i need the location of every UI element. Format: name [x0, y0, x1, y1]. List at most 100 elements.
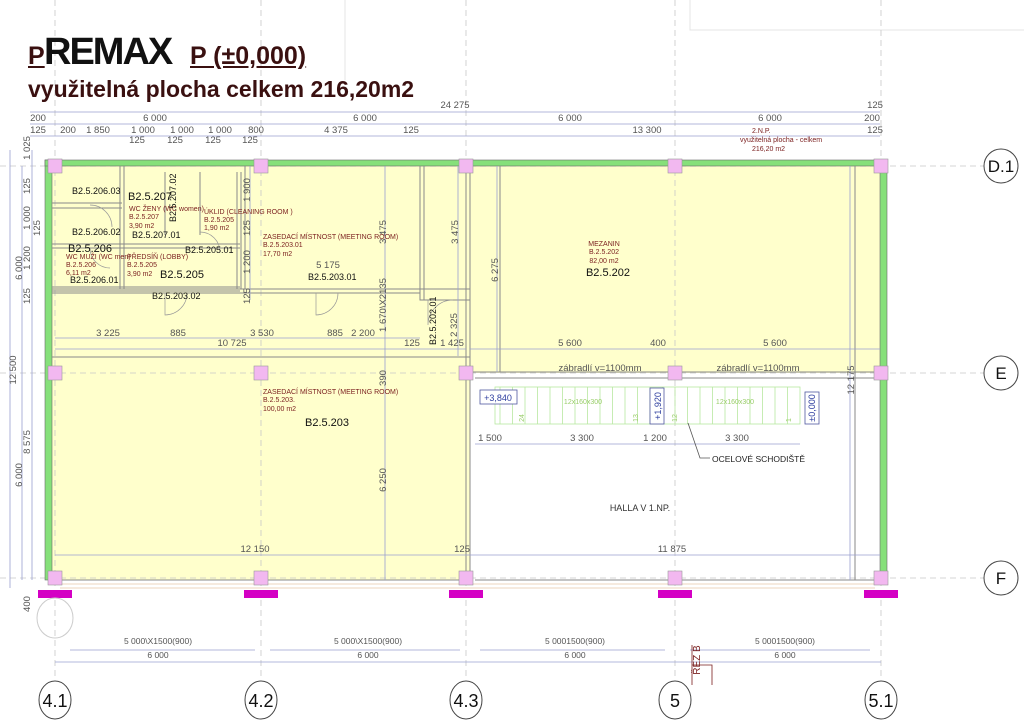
- column: [253, 570, 269, 586]
- dimension-label: 6 000: [143, 113, 167, 124]
- columns: [38, 158, 898, 598]
- room-code: B2.5.207.01: [132, 230, 181, 240]
- axis-bubble: [244, 680, 278, 720]
- floor-note: využitelná plocha - celkem: [740, 137, 822, 144]
- dimension-label: 5 600: [763, 338, 787, 349]
- dimension-label: 5 175: [316, 260, 340, 271]
- dimension-label: 400: [650, 338, 666, 349]
- dimension-label: 5 600: [558, 338, 582, 349]
- dimension-label: 3 475: [450, 220, 461, 244]
- room-code: B2.5.206: [68, 243, 112, 255]
- dimension-label: 125: [242, 288, 253, 304]
- dimension-label: 6 000: [357, 650, 379, 660]
- title-suffix: P (±0,000): [190, 42, 307, 70]
- room-code: B2.5.207: [128, 191, 172, 203]
- railing-label: zábradlí v=1100mm: [717, 363, 800, 374]
- room-code: B2.5.206.03: [72, 186, 121, 196]
- dimension-label: 125: [404, 338, 420, 349]
- room-area: 17,70 m2: [263, 251, 292, 258]
- dimension-label: 1 425: [440, 338, 464, 349]
- column: [458, 365, 474, 381]
- level-mark: ±0,000: [807, 394, 817, 421]
- column: [47, 158, 63, 174]
- room-name: MEZANIN: [588, 241, 620, 248]
- dimension-label: 13 300: [632, 125, 661, 136]
- dimension-label: 125: [30, 125, 46, 136]
- dimension-label: 12 500: [8, 355, 19, 384]
- room-name: ZASEDACÍ MÍSTNOST (MEETING ROOM): [263, 232, 398, 241]
- axis-bubble: [983, 355, 1019, 391]
- dimension-label: 6 000: [14, 256, 25, 280]
- room-code: B2.5.206.02: [72, 227, 121, 237]
- sheet-lines: [344, 0, 1024, 80]
- dimension-label: 6 000: [558, 113, 582, 124]
- level-box: [479, 389, 518, 405]
- dimension-label: 5 000\X1500(900): [334, 636, 402, 646]
- dimension-label: 885: [170, 328, 186, 339]
- room-code: B2.5.203: [305, 417, 349, 429]
- door-swings: [89, 204, 454, 326]
- floor-note: 216,20 m2: [752, 146, 785, 153]
- steel-staircase: [494, 386, 801, 425]
- dimension-label: 200: [30, 113, 46, 124]
- column: [253, 158, 269, 174]
- dimension-label: 1 500: [478, 433, 502, 444]
- room-code: B2.5.202: [586, 267, 630, 279]
- column: [47, 570, 63, 586]
- dimension-label: 1 670\X2135: [378, 278, 389, 332]
- page-subtitle: využitelná plocha celkem 216,20m2: [28, 76, 415, 102]
- level-box: [649, 387, 665, 425]
- column: [667, 365, 683, 381]
- level-mark: +3,840: [484, 393, 512, 403]
- dimension-label: 125: [403, 125, 419, 136]
- dimension-label: 6 000: [14, 463, 25, 487]
- dimension-label: 12 150: [240, 544, 269, 555]
- dimension-label: 1 000: [170, 125, 194, 136]
- column: [47, 365, 63, 381]
- room-area: 3,90 m2: [127, 271, 152, 278]
- room-code: B2.5.203.01: [308, 272, 357, 282]
- column: [873, 365, 889, 381]
- round-column-outline: [36, 597, 74, 639]
- axis-bubble: [449, 680, 483, 720]
- dimension-label: 400: [22, 596, 33, 612]
- stair-step-size: 12x160x300: [716, 399, 754, 406]
- dimension-label: 125: [867, 125, 883, 136]
- axis-label: 4.1: [42, 691, 67, 711]
- dimension-label: 6 275: [490, 258, 501, 282]
- dimension-label: 6 250: [378, 468, 389, 492]
- room-id: B.2.5.205: [127, 262, 157, 269]
- dimension-label: 125: [867, 100, 883, 111]
- room-name: ZASEDACÍ MÍSTNOST (MEETING ROOM): [263, 387, 398, 396]
- room-id: B.2.5.206: [66, 262, 96, 269]
- dimension-label: 2 200: [351, 328, 375, 339]
- axis-label: 4.3: [453, 691, 478, 711]
- room-id: B.2.5.205: [204, 217, 234, 224]
- stair-label: OCELOVÉ SCHODIŠTĚ: [712, 454, 805, 464]
- room-code: B2.5.205.01: [185, 245, 234, 255]
- room-code: B2.5.205: [160, 269, 204, 281]
- dimension-label: 24 275: [440, 100, 469, 111]
- dimension-label: 1 000: [22, 206, 33, 230]
- dimension-label: 125: [22, 178, 33, 194]
- axis-bubble: [983, 560, 1019, 596]
- dimension-label: 6 000: [774, 650, 796, 660]
- dimension-label: 5 0001500(900): [545, 636, 605, 646]
- room-area: 100,00 m2: [263, 406, 296, 413]
- railing-label: zábradlí v=1100mm: [559, 363, 642, 374]
- footing: [864, 590, 898, 598]
- dimension-label: 3 225: [96, 328, 120, 339]
- dimension-label: 1 200: [242, 250, 253, 274]
- dimension-label: 125: [129, 135, 145, 146]
- dimension-label: 200: [60, 125, 76, 136]
- column: [667, 158, 683, 174]
- dimension-label: 125: [454, 544, 470, 555]
- room-code: B2.5.202.01: [428, 296, 438, 345]
- dimension-label: 125: [242, 220, 253, 236]
- room-name: WC ŽENY (WC women): [129, 204, 204, 213]
- room-code: B2.5.207.02: [168, 173, 178, 222]
- dimension-label: 11 875: [658, 544, 686, 555]
- dimension-label: 2 325: [449, 313, 460, 337]
- dimension-label: 885: [327, 328, 343, 339]
